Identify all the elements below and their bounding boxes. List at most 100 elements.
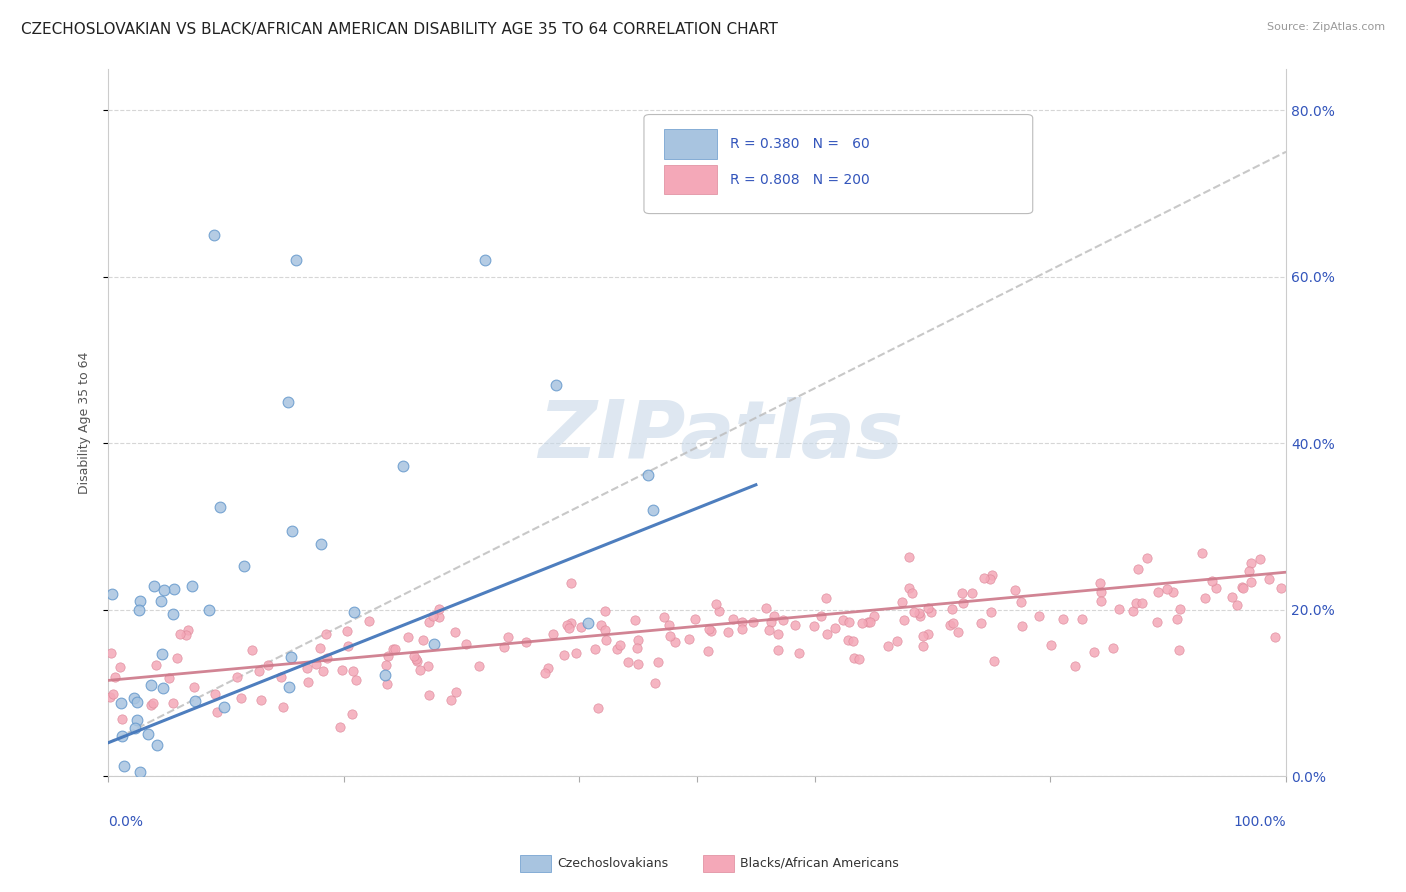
Point [249,692,271,706]
Point [162,696,184,710]
Point [278,680,301,694]
Point [418,688,440,702]
Point [245,779,267,793]
Point [231,690,253,705]
Point [181,579,204,593]
Point [917,627,939,641]
Point [1232,581,1254,595]
Point [1052,612,1074,626]
Point [983,654,1005,668]
Point [787,646,810,660]
Point [664,635,686,649]
Point [980,567,1002,582]
Point [406,654,429,668]
Point [1063,659,1085,673]
Point [758,623,780,637]
Point [205,706,228,720]
Point [912,640,935,654]
Point [1264,630,1286,644]
Point [496,630,519,644]
Point [678,632,700,647]
Point [208,500,231,514]
Point [1258,572,1281,586]
Point [145,738,167,752]
Point [198,603,221,617]
Point [950,586,973,600]
Point [1108,601,1130,615]
Point [128,594,150,608]
Point [405,652,427,666]
Point [627,657,650,671]
Point [162,607,184,622]
Point [374,667,396,681]
Point [145,658,167,673]
Point [886,633,908,648]
Point [1156,582,1178,596]
Point [240,643,263,657]
Point [842,633,865,648]
Point [606,641,628,656]
Point [1201,574,1223,589]
Point [560,576,582,591]
Point [803,619,825,633]
Point [890,595,912,609]
Point [297,675,319,690]
Point [609,638,631,652]
Point [591,618,613,632]
FancyBboxPatch shape [664,165,717,194]
Point [112,758,135,772]
Text: Blacks/African Americans: Blacks/African Americans [740,857,898,870]
Point [124,721,146,735]
Point [440,693,463,707]
Point [810,608,832,623]
Point [377,649,399,664]
Point [897,581,920,595]
Point [941,602,963,616]
Point [842,651,865,665]
Point [101,790,124,805]
Point [515,635,537,649]
Point [848,652,870,666]
Point [766,642,789,657]
Point [129,765,152,780]
Point [444,625,467,640]
Point [1230,581,1253,595]
Point [637,467,659,482]
Point [343,605,366,619]
Point [1090,584,1112,599]
Point [202,227,225,242]
Point [412,633,434,648]
Point [409,664,432,678]
Point [392,458,415,473]
Point [920,605,942,619]
Point [652,610,675,624]
Point [837,632,859,647]
Point [169,626,191,640]
Point [731,615,754,629]
Point [544,377,567,392]
Point [911,629,934,643]
Point [1194,591,1216,605]
Point [595,623,617,637]
Point [100,647,122,661]
Point [177,623,200,637]
Point [139,698,162,712]
Point [183,694,205,708]
Point [423,637,446,651]
Point [626,633,648,648]
Point [101,587,124,601]
Point [903,605,925,619]
Point [960,586,983,600]
Point [731,622,754,636]
Point [893,613,915,627]
Point [897,549,920,564]
Point [1125,596,1147,610]
Point [98,690,121,704]
Point [98,785,121,799]
Point [1270,581,1292,595]
Point [644,675,666,690]
Point [939,618,962,632]
Text: 0.0%: 0.0% [108,815,143,829]
Point [1128,562,1150,576]
Point [1130,596,1153,610]
